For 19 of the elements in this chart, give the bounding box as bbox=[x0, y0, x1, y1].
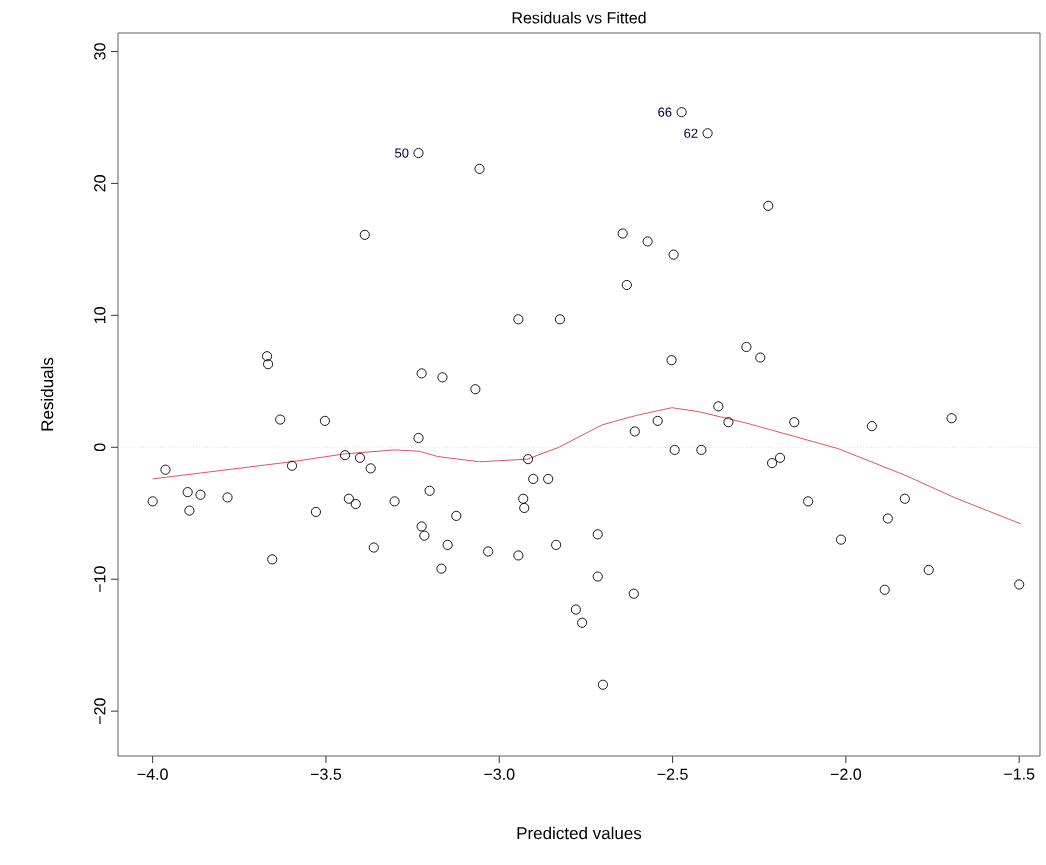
x-axis-title: Predicted values bbox=[517, 826, 642, 840]
x-tick-label: −4.0 bbox=[137, 768, 168, 780]
annotation: 66 bbox=[658, 107, 672, 117]
x-tick-label: −3.5 bbox=[310, 768, 342, 780]
annotation: 62 bbox=[684, 128, 698, 138]
y-tick-label: 10 bbox=[94, 307, 106, 324]
y-tick-label: 20 bbox=[94, 175, 106, 192]
x-tick-label: −3.0 bbox=[484, 768, 515, 780]
chart-title: Residuals vs Fitted bbox=[512, 11, 646, 24]
annotation: 50 bbox=[395, 148, 409, 158]
x-tick-label: −1.5 bbox=[1004, 768, 1035, 780]
x-tick-label: −2.5 bbox=[657, 768, 688, 780]
y-tick-label: 0 bbox=[94, 443, 106, 452]
line-series bbox=[152, 407, 1022, 525]
x-tick-label: −2.0 bbox=[830, 768, 862, 780]
y-tick-label: 30 bbox=[94, 43, 106, 60]
y-axis-title: Residuals bbox=[40, 357, 54, 431]
y-tick-label: −10 bbox=[94, 566, 106, 592]
y-tick-label: −20 bbox=[94, 698, 106, 724]
